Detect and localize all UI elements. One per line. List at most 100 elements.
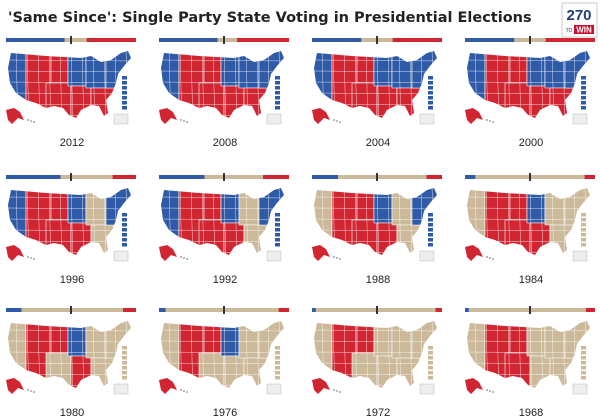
region bbox=[373, 51, 393, 87]
small-state-box bbox=[428, 233, 433, 237]
hawaii bbox=[333, 389, 335, 391]
small-state-box bbox=[581, 91, 586, 95]
state-border bbox=[314, 218, 437, 221]
region bbox=[396, 87, 423, 118]
region bbox=[529, 355, 551, 388]
state-border bbox=[6, 396, 136, 397]
state-map bbox=[465, 36, 595, 125]
hawaii bbox=[492, 258, 494, 260]
small-state-box bbox=[581, 101, 586, 105]
region bbox=[258, 321, 284, 359]
region bbox=[396, 224, 423, 255]
region bbox=[223, 355, 245, 388]
legend-box bbox=[266, 383, 282, 395]
region bbox=[549, 87, 576, 118]
state-border bbox=[161, 351, 284, 354]
result-bar-dem bbox=[465, 38, 515, 42]
result-bar-toss bbox=[217, 38, 237, 42]
small-state-box bbox=[122, 76, 127, 80]
map-year: 1968 bbox=[519, 407, 543, 417]
small-state-box bbox=[275, 213, 280, 217]
hawaii bbox=[339, 391, 341, 393]
hawaii bbox=[492, 121, 494, 123]
state-border bbox=[161, 207, 284, 210]
small-state-box bbox=[122, 238, 127, 242]
state-border bbox=[409, 51, 413, 118]
region bbox=[391, 188, 413, 226]
state-border bbox=[223, 321, 227, 388]
state-border bbox=[312, 396, 442, 397]
state-border bbox=[8, 329, 131, 332]
small-state-box bbox=[275, 376, 280, 380]
small-state-box bbox=[275, 76, 280, 80]
hawaii bbox=[333, 256, 335, 258]
legend-box bbox=[572, 383, 588, 395]
region bbox=[544, 321, 566, 359]
small-state-box bbox=[428, 91, 433, 95]
state-border bbox=[314, 351, 437, 354]
state-border bbox=[8, 218, 131, 221]
region bbox=[67, 321, 87, 357]
small-state-box bbox=[428, 223, 433, 227]
result-bar-rep bbox=[278, 308, 289, 312]
region bbox=[70, 85, 92, 118]
region bbox=[376, 355, 398, 388]
map-year: 2008 bbox=[213, 137, 237, 149]
region bbox=[70, 222, 92, 255]
state-map bbox=[312, 36, 442, 125]
small-state-box bbox=[428, 228, 433, 232]
region bbox=[45, 352, 72, 388]
alaska bbox=[6, 108, 24, 124]
legend-box bbox=[113, 383, 129, 395]
region bbox=[90, 87, 117, 118]
small-state-box bbox=[275, 228, 280, 232]
state-border bbox=[161, 196, 284, 199]
small-state-box bbox=[275, 106, 280, 110]
result-bar-mid bbox=[70, 306, 72, 314]
region bbox=[238, 51, 260, 89]
result-bar-mid bbox=[529, 36, 531, 44]
map-year: 1988 bbox=[366, 274, 390, 286]
state-border bbox=[314, 59, 437, 62]
state-border bbox=[467, 81, 590, 84]
small-state-box bbox=[428, 346, 433, 350]
small-state-box bbox=[122, 213, 127, 217]
state-map bbox=[312, 173, 442, 262]
small-state-box bbox=[275, 81, 280, 85]
small-state-box bbox=[428, 106, 433, 110]
hawaii bbox=[336, 390, 338, 392]
small-state-box bbox=[581, 86, 586, 90]
hawaii bbox=[492, 391, 494, 393]
region bbox=[509, 321, 528, 354]
result-bar-mid bbox=[529, 306, 531, 314]
small-state-box bbox=[581, 366, 586, 370]
result-bar-toss bbox=[60, 175, 113, 179]
hawaii bbox=[180, 256, 182, 258]
small-state-box bbox=[275, 346, 280, 350]
hawaii bbox=[183, 390, 185, 392]
map-year: 2004 bbox=[366, 137, 390, 149]
map-year: 1980 bbox=[60, 407, 84, 417]
state-border bbox=[529, 321, 533, 388]
map-year: 1984 bbox=[519, 274, 543, 286]
region bbox=[198, 219, 225, 255]
result-bar-toss bbox=[64, 38, 87, 42]
hawaii bbox=[33, 258, 35, 260]
region bbox=[529, 222, 551, 255]
result-bar-rep bbox=[123, 308, 136, 312]
state-border bbox=[161, 70, 284, 73]
state-map bbox=[312, 306, 442, 397]
small-state-box bbox=[428, 86, 433, 90]
result-bar-mid bbox=[376, 306, 378, 314]
state-border bbox=[376, 51, 380, 118]
small-state-box bbox=[275, 101, 280, 105]
state-border bbox=[467, 196, 590, 199]
state-border bbox=[8, 340, 131, 343]
small-state-box bbox=[581, 371, 586, 375]
state-border bbox=[562, 321, 566, 388]
region bbox=[223, 222, 245, 255]
hawaii bbox=[336, 120, 338, 122]
map-year: 2000 bbox=[519, 137, 543, 149]
result-bar-mid bbox=[376, 36, 378, 44]
